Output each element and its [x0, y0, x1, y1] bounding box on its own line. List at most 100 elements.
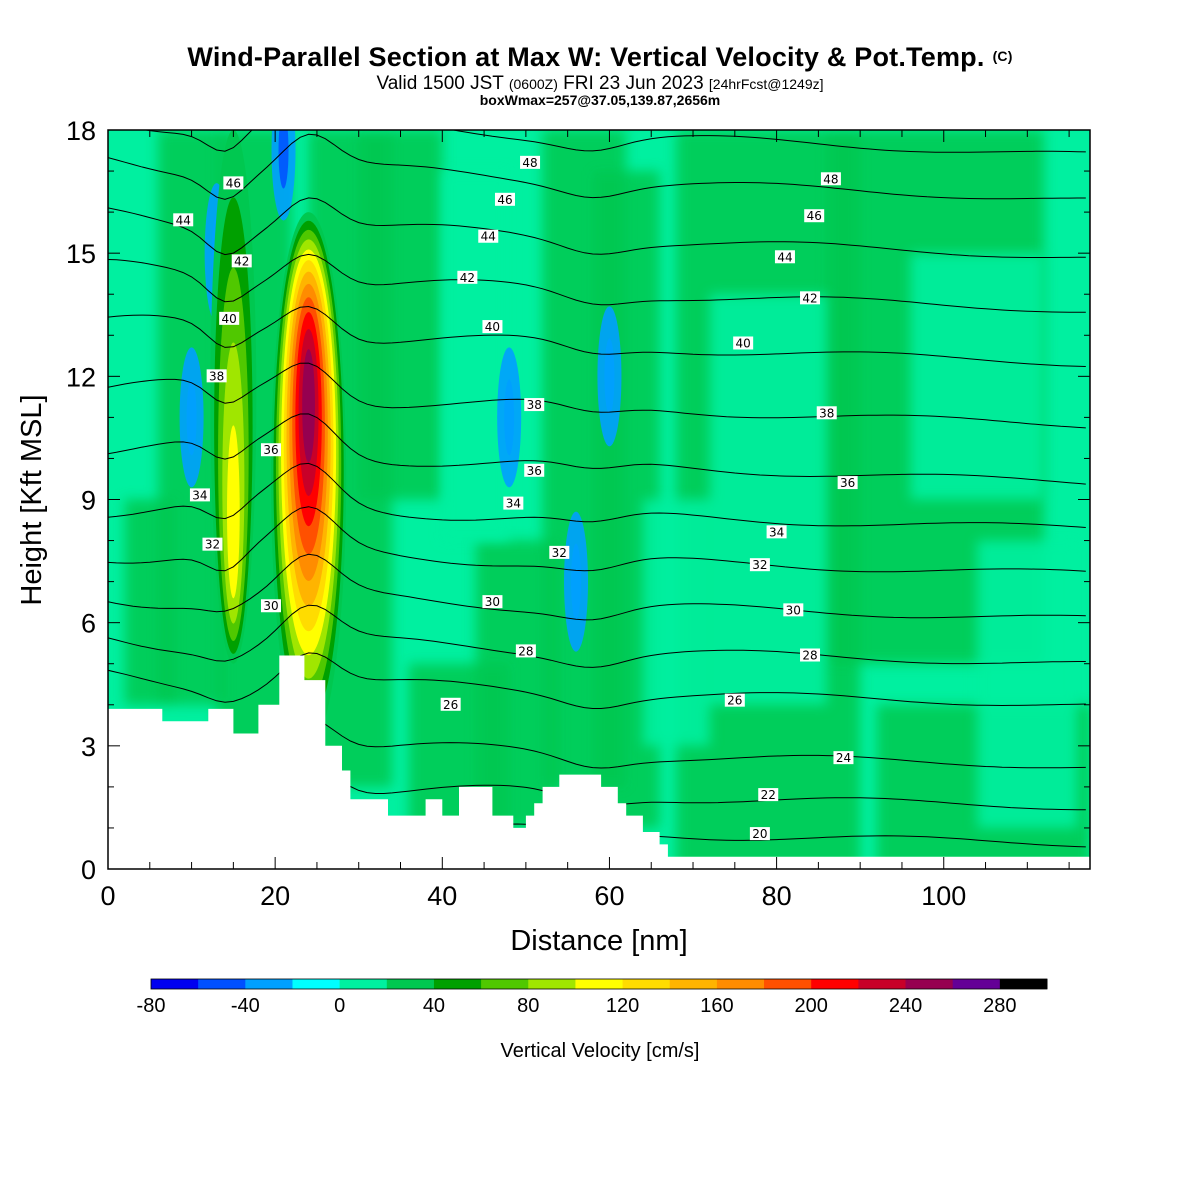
theta-contour-36 [108, 413, 1086, 485]
contour-label: 20 [749, 827, 770, 841]
colorbar-swatch [386, 979, 435, 989]
quiet-air-region [442, 171, 510, 541]
contour-label: 38 [816, 406, 837, 420]
contour-label: 40 [219, 311, 240, 326]
contour-label-text: 26 [727, 694, 742, 708]
colorbar-swatch [433, 979, 482, 989]
x-tick-label: 0 [100, 881, 115, 911]
downdraft-center [504, 379, 515, 456]
contour-label: 40 [733, 336, 754, 350]
contour-label-text: 40 [222, 312, 237, 326]
contour-label: 46 [494, 192, 515, 207]
contour-label-bg [503, 496, 524, 510]
contour-label-text: 36 [263, 443, 278, 457]
contour-label-bg [260, 599, 281, 613]
contour-label-text: 28 [802, 649, 817, 663]
contour-label-text: 32 [205, 538, 220, 552]
contour-label: 34 [189, 488, 210, 502]
colorbar-swatch [292, 979, 341, 989]
colorbar-swatch [481, 979, 529, 989]
contour-label-bg [800, 291, 821, 305]
colorbar-tick-label: 240 [889, 995, 922, 1017]
x-tick-label: 80 [762, 881, 792, 911]
contour-label-bg [774, 250, 795, 264]
contour-label-text: 38 [819, 406, 834, 420]
contour-label: 24 [833, 751, 854, 765]
contour-label: 38 [206, 369, 227, 383]
contour-label: 34 [766, 525, 787, 539]
updraft-shell [302, 349, 315, 463]
contour-label-text: 42 [234, 254, 249, 268]
colorbar-frame [150, 978, 1048, 990]
downdraft-center [604, 338, 615, 415]
contour-label: 44 [774, 250, 795, 264]
colorbar-tick-label: -80 [137, 995, 166, 1017]
contour-label-bg [494, 192, 515, 206]
x-axis-title: Distance [nm] [510, 925, 687, 957]
colorbar-swatch [811, 979, 859, 989]
contour-label-text: 42 [460, 271, 475, 285]
contour-label-text: 34 [506, 497, 521, 511]
colorbar-swatch [575, 979, 624, 989]
contour-label: 36 [837, 476, 858, 490]
y-tick-label: 18 [66, 116, 96, 146]
contour-label-text: 38 [209, 369, 224, 383]
contour-label-text: 24 [836, 751, 851, 765]
contour-label-text: 44 [777, 250, 792, 264]
contour-label: 48 [520, 155, 541, 170]
contour-label: 30 [783, 603, 804, 617]
contour-label-text: 32 [552, 546, 567, 560]
contour-label-bg [202, 537, 223, 551]
chart-subtitle: Valid 1500 JST (0600Z) FRI 23 Jun 2023 [… [376, 73, 824, 94]
weak-updraft-band [358, 130, 443, 500]
colorbar: -80 -40 0 40 80 120 160 200 240 280 Vertical Veloc… [137, 978, 1048, 1062]
theta-contour-48 [142, 130, 1086, 153]
colorbar-tick-label: 280 [983, 995, 1016, 1017]
contour-label-bg [482, 595, 503, 609]
colorbar-swatch [198, 979, 246, 989]
copyright-mark: (C) [992, 48, 1013, 64]
contour-label: 32 [549, 545, 570, 560]
colorbar-tick-label: 40 [423, 995, 445, 1017]
contour-label-text: 48 [522, 156, 537, 170]
contour-label-bg [833, 751, 854, 765]
theta-contour-40 [108, 305, 1086, 367]
contour-label-bg [478, 229, 499, 243]
contour-label: 44 [478, 229, 499, 244]
contour-label: 46 [223, 176, 244, 190]
contour-label-bg [749, 558, 770, 572]
colorbar-swatch [905, 979, 954, 989]
colorbar-tick-label: 160 [700, 995, 733, 1017]
contour-label-bg [766, 525, 787, 539]
x-tick-label: 60 [594, 881, 624, 911]
contour-label: 28 [515, 644, 536, 658]
contour-label-bg [482, 320, 503, 334]
quiet-air-region [977, 540, 1078, 828]
contour-label-text: 40 [485, 320, 500, 334]
y-axis-title: Height [Kft MSL] [16, 394, 48, 605]
quiet-air-region [910, 253, 1045, 500]
contour-label: 44 [173, 213, 194, 227]
contour-label-text: 26 [443, 698, 458, 712]
colorbar-swatch [245, 979, 293, 989]
downdraft-center [571, 543, 582, 620]
contour-label: 42 [800, 291, 821, 305]
colorbar-tick-label: 0 [334, 995, 345, 1017]
contour-label: 40 [482, 320, 503, 334]
quiet-air-region [709, 294, 827, 705]
contour-label-bg [260, 443, 281, 457]
contour-label-text: 28 [518, 644, 533, 658]
contour-label-text: 34 [769, 525, 784, 539]
contour-label-text: 46 [226, 176, 241, 190]
contour-label-text: 38 [527, 398, 542, 412]
contour-label: 42 [231, 254, 252, 268]
y-tick-label: 0 [81, 855, 96, 885]
colorbar-tick-label: 200 [795, 995, 828, 1017]
contour-label: 28 [800, 648, 821, 663]
contour-label-bg [219, 311, 240, 325]
colorbar-swatch [999, 979, 1048, 989]
colorbar-tick-label: -40 [231, 995, 260, 1017]
contour-label-bg [173, 213, 194, 227]
contour-label-text: 42 [802, 291, 817, 305]
